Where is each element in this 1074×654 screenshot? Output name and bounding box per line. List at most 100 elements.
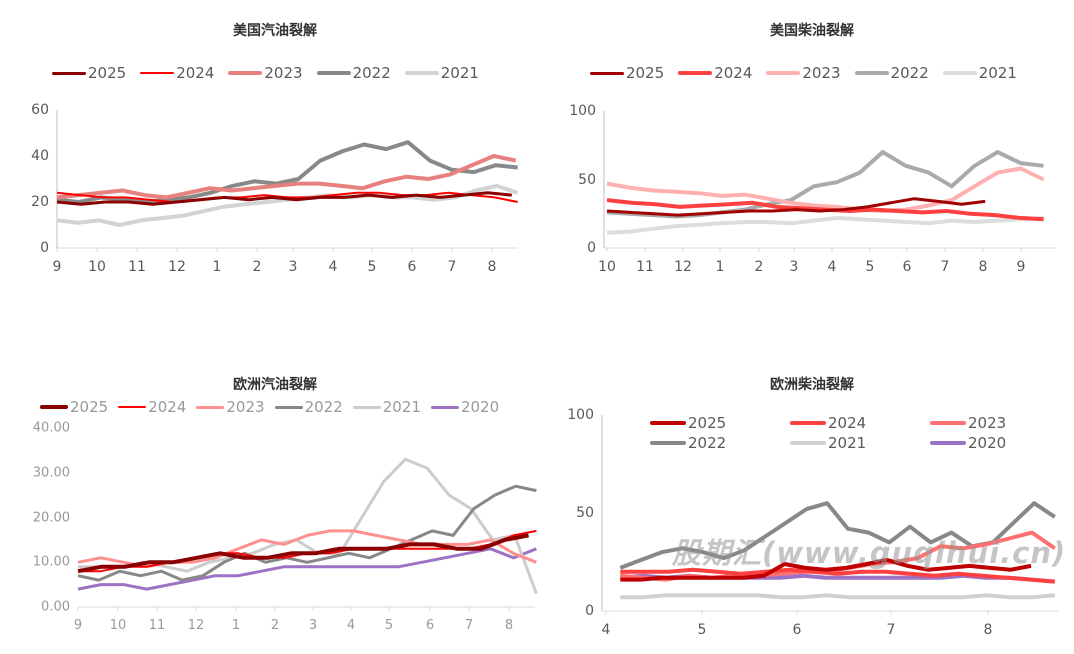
legend-swatch [650,441,686,445]
y-tick-label: 30.00 [32,465,70,481]
legend-label: 2020 [460,398,500,416]
legend-label: 2025 [688,414,727,432]
series-line-2023 [56,154,517,200]
legend-label: 2021 [382,398,421,416]
legend-swatch [854,71,889,75]
x-tick-label: 9 [52,259,62,275]
x-tick-label: 11 [148,618,166,633]
legend-swatch [52,71,86,75]
x-tick-label: 1 [212,259,222,275]
x-tick-label: 4 [346,618,356,633]
legend-label: 2024 [176,64,215,82]
legend-label: 2025 [70,398,109,416]
legend-item: 2021 [790,434,916,452]
legend-swatch [942,71,977,75]
legend-label: 2022 [688,434,727,452]
series-line-2022 [77,484,537,582]
series-line-2024 [620,567,1055,584]
watermark: 股期汇(www.guqihui.cn) [672,536,1067,570]
x-tick-label: 3 [288,259,298,275]
legend-swatch [766,71,801,75]
legend-label: 2024 [828,414,867,432]
x-tick-label: 2 [252,259,262,275]
legend-swatch [40,405,68,409]
y-tick-label: 20.00 [32,510,70,525]
legend-swatch [790,421,826,425]
series-line-2022 [56,140,518,204]
legend-label: 2024 [714,64,753,82]
legend-label: 2020 [968,434,1007,452]
x-tick-label: 10 [88,259,106,275]
y-tick-label: 20 [31,194,49,210]
legend-label: 2023 [968,414,1007,432]
legend-swatch [930,421,966,425]
legend-item: 2020 [430,398,500,416]
x-tick-label: 1 [715,259,725,275]
series-line-2023 [606,166,1045,213]
legend-label: 2025 [88,64,127,82]
chart-title: 美国汽油裂解 [233,23,317,39]
x-tick-label: 7 [447,259,457,275]
legend-item: 2020 [930,434,1056,452]
y-tick-label: 10.00 [32,554,70,570]
x-tick-label: 8 [978,259,988,275]
legend-item: 2021 [942,64,1017,82]
chart-legend: 2025 2024 2023 2022 2021 [52,64,493,82]
legend-swatch [140,72,175,74]
y-tick-label: 0 [585,603,594,619]
x-tick-label: 9 [1016,259,1026,275]
x-tick-label: 12 [674,259,692,275]
legend-label: 2021 [978,64,1017,82]
x-tick-label: 5 [384,618,394,633]
y-tick-label: 40 [31,148,49,164]
legend-swatch [274,405,303,409]
y-tick-label: 0 [587,240,596,256]
legend-swatch [930,441,966,445]
x-tick-label: 9 [73,618,83,633]
series-line-2021 [620,593,1055,600]
x-tick-label: 8 [983,622,993,638]
legend-label: 2022 [352,64,391,82]
x-tick-label: 11 [636,259,654,275]
legend-item: 2025 [40,398,108,416]
x-tick-label: 6 [902,259,912,275]
x-tick-label: 7 [886,622,896,638]
x-tick-label: 5 [697,622,707,638]
legend-item: 2022 [274,398,343,416]
y-tick-label: 60 [31,102,49,118]
legend-swatch [316,71,351,75]
legend-item: 2024 [790,414,916,432]
series-line-2025 [620,558,1032,582]
y-tick-label: 100 [569,103,596,119]
series-line-2020 [77,547,537,591]
series-line-2025 [56,191,512,206]
legend-item: 2022 [854,64,929,82]
x-tick-label: 6 [792,622,802,638]
series-line-2021 [606,215,1044,235]
legend-label: 2023 [226,398,265,416]
legend-label: 2023 [264,64,303,82]
legend-swatch [650,421,686,425]
chart-legend: 2025 2024 2023 2022 2021 [590,64,1031,82]
y-tick-label: 100 [567,407,594,423]
legend-item: 2023 [930,414,1056,432]
legend-swatch [678,71,713,75]
x-tick-label: 3 [308,618,318,633]
x-tick-label: 7 [940,259,950,275]
x-tick-label: 10 [109,618,127,633]
x-tick-label: 11 [128,259,146,275]
chart-3-axes [77,606,535,611]
chart-4-axes [601,415,1058,615]
series-line-2025 [606,197,986,217]
chart-2-axes [603,111,1056,252]
x-tick-label: 7 [464,618,474,633]
legend-item: 2021 [352,398,421,416]
x-tick-label: 4 [328,259,338,275]
y-tick-label: 0.00 [41,599,70,615]
x-tick-label: 5 [367,259,377,275]
legend-label: 2021 [440,64,479,82]
x-tick-label: 5 [865,259,875,275]
legend-swatch [590,71,624,75]
x-tick-label: 4 [601,622,611,638]
